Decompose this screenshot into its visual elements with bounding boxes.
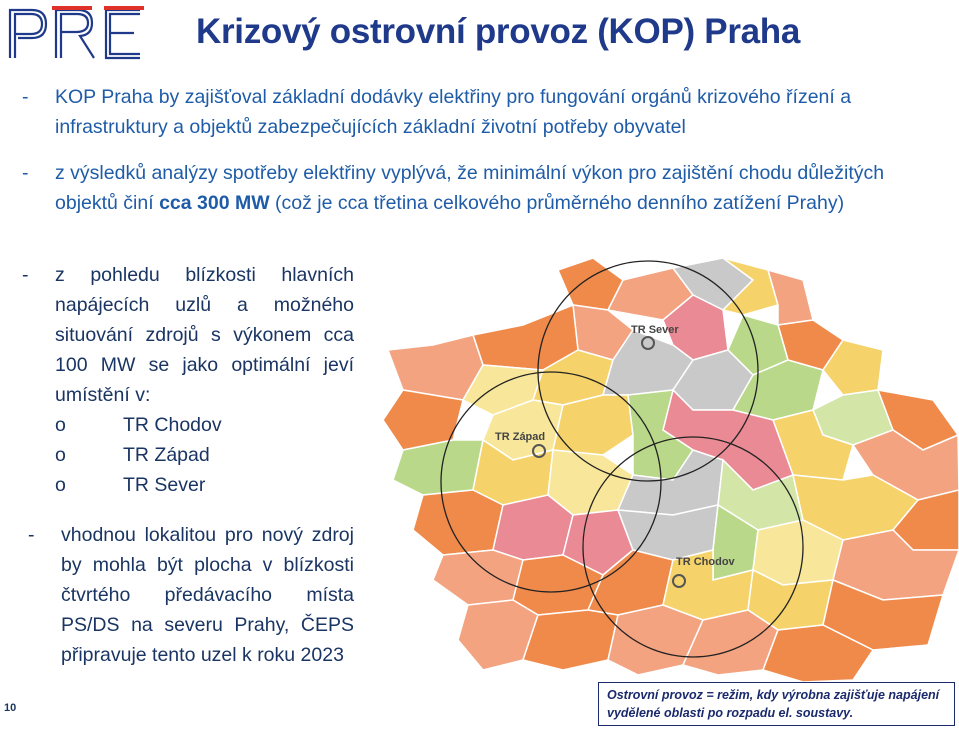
substation-marker-sever xyxy=(641,336,655,350)
bullet-new-source: - vhodnou lokalitou pro nový zdroj by mo… xyxy=(28,520,354,670)
map-region xyxy=(412,489,504,556)
map-region xyxy=(552,394,634,456)
label-tr-sever: TR Sever xyxy=(631,324,679,336)
list-item: o TR Západ xyxy=(55,440,354,470)
substation-marker-zapad xyxy=(532,444,546,458)
bullet-text-end: (což je cca třetina celkového průměrného… xyxy=(269,192,845,214)
bullet-text: KOP Praha by zajišťoval základní dodávky… xyxy=(55,86,852,138)
prague-district-map: TR Sever TR Západ TR Chodov xyxy=(382,257,959,683)
substation-list: o TR Chodov o TR Západ o TR Sever xyxy=(55,410,354,500)
map-region xyxy=(522,609,619,671)
bullet-dash: - xyxy=(22,86,29,108)
sub-bullet-marker: o xyxy=(55,414,66,436)
substation-name: TR Sever xyxy=(123,474,206,496)
list-item: o TR Sever xyxy=(55,470,354,500)
sub-bullet-marker: o xyxy=(55,444,66,466)
coverage-circle-zapad xyxy=(440,371,662,593)
bullet-dash: - xyxy=(28,524,35,546)
coverage-circle-sever xyxy=(537,260,759,482)
pre-logo xyxy=(8,6,144,60)
bullet-text-start: z výsledků analýzy spotřeby elektřiny vy… xyxy=(55,162,885,214)
substation-marker-chodov xyxy=(672,574,686,588)
bullet-text: z pohledu blízkosti hlavních napájecích … xyxy=(55,264,354,406)
page-number: 10 xyxy=(4,702,17,714)
bullet-location: - z pohledu blízkosti hlavních napájecíc… xyxy=(22,260,354,500)
bullet-analysis: - z výsledků analýzy spotřeby elektřiny … xyxy=(22,158,922,218)
substation-name: TR Západ xyxy=(123,444,210,466)
coverage-circle-chodov xyxy=(582,436,804,658)
bullet-supply: - KOP Praha by zajišťoval základní dodáv… xyxy=(22,82,922,142)
bullet-text: vhodnou lokalitou pro nový zdroj by mohl… xyxy=(61,524,354,666)
label-tr-chodov: TR Chodov xyxy=(676,556,736,568)
label-tr-zapad: TR Západ xyxy=(495,431,545,443)
sub-bullet-marker: o xyxy=(55,474,66,496)
bullet-dash: - xyxy=(22,162,29,184)
map-region xyxy=(492,494,574,561)
bullet-dash: - xyxy=(22,264,29,286)
bullet-text: z výsledků analýzy spotřeby elektřiny vy… xyxy=(55,158,922,218)
substation-name: TR Chodov xyxy=(123,414,222,436)
page-title: Krizový ostrovní provoz (KOP) Praha xyxy=(196,12,801,51)
map-region xyxy=(762,624,875,683)
island-operation-note: Ostrovní provoz = režim, kdy výrobna zaj… xyxy=(598,682,955,726)
bullet-highlight: cca 300 MW xyxy=(159,192,270,214)
list-item: o TR Chodov xyxy=(55,410,354,440)
map-region xyxy=(432,549,524,606)
